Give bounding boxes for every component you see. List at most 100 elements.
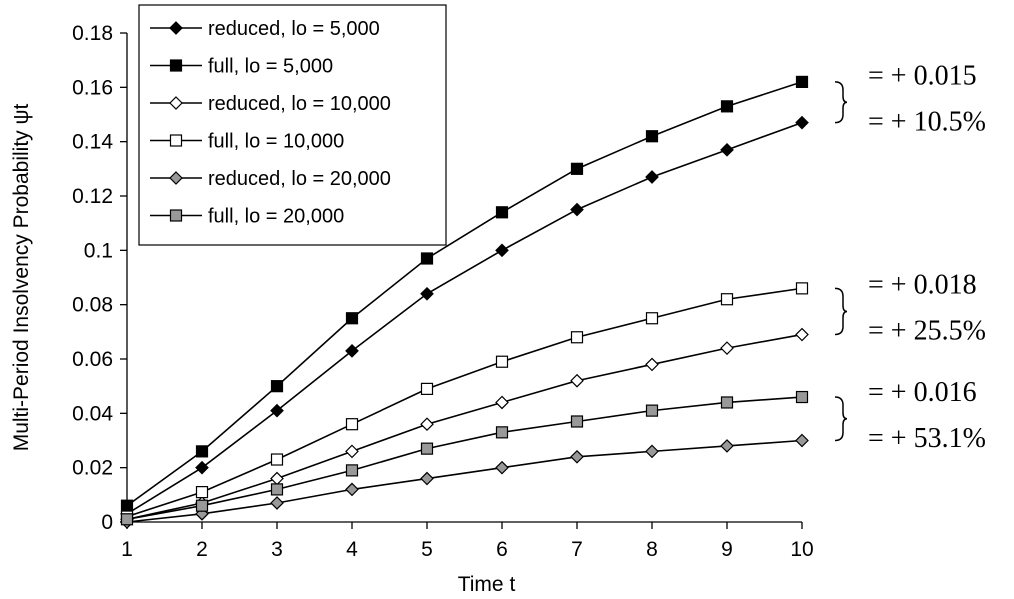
data-point [720,439,734,453]
data-point [495,355,509,368]
legend-marker [169,171,183,185]
data-point [270,380,284,393]
y-axis-label: Multi-Period Insolvency Probability ψt [10,104,33,452]
brace [834,396,848,442]
x-tick-label: 8 [646,538,658,561]
x-tick-label: 5 [421,538,433,561]
y-tick-label: 0.16 [72,76,113,99]
data-point [495,395,509,410]
legend-label: full, lo = 10,000 [208,131,344,153]
data-point [795,75,809,89]
data-point [345,344,359,358]
x-tick-label: 7 [571,538,583,561]
y-tick-label: 0.08 [72,294,113,317]
legend-box [138,4,447,246]
legend-marker [169,59,183,72]
annotation-text: = + 10.5% [868,106,986,137]
y-tick-label: 0.06 [72,348,113,371]
brace [834,81,848,124]
data-point [345,482,359,497]
data-point [570,415,584,428]
data-point [570,162,584,175]
data-point [345,418,359,431]
y-tick-label: 0.04 [72,402,113,425]
x-tick-label: 9 [721,538,733,561]
data-point [570,373,584,388]
data-point [270,483,284,496]
legend-label: full, lo = 20,000 [208,206,344,228]
series-3 [120,327,809,527]
data-point [195,499,209,512]
data-point [420,252,434,265]
y-tick-label: 0 [101,511,113,534]
legend-marker [169,96,183,110]
y-tick-label: 0.02 [72,457,113,480]
data-point [345,444,359,459]
data-point [420,471,434,486]
data-point [795,390,809,404]
annotation-2: = + 0.018 = + 25.5% [834,269,986,346]
series-line [126,81,803,507]
data-point [120,513,134,526]
legend-label: reduced, lo = 10,000 [208,93,391,115]
series-2 [120,75,809,512]
x-tick-label: 10 [790,538,813,561]
series-line [126,287,803,518]
series-line [126,333,803,521]
data-point [195,460,209,475]
data-point [795,433,809,448]
data-point [495,206,509,219]
annotation-1: = + 0.015 = + 10.5% [834,60,986,137]
legend-label: full, lo = 5,000 [208,56,333,78]
legend-label: reduced, lo = 20,000 [208,168,391,190]
series-4 [120,282,809,523]
series-line [126,396,803,521]
data-point [645,170,659,184]
series-5 [120,433,809,529]
data-point [345,312,359,325]
legend-marker [169,134,183,147]
data-point [645,357,659,372]
data-point [195,445,209,458]
annotation-3: = + 0.016 = + 53.1% [834,377,986,454]
annotations: = + 0.015= + 10.5%= + 0.018= + 25.5%= + … [834,60,986,454]
x-tick-label: 4 [346,538,358,561]
data-point [645,312,659,325]
legend: reduced, lo = 5,000 full, lo = 5,000 reduc… [138,4,447,246]
y-tick-label: 0.18 [72,22,113,45]
x-axis-label: Time t [458,573,516,596]
data-point [420,417,434,432]
data-point [120,499,134,512]
data-point [570,331,584,344]
data-point [720,396,734,409]
annotation-text: = + 25.5% [868,315,986,346]
data-point [720,100,734,113]
data-point [270,496,284,510]
legend-marker [169,21,183,35]
data-point [270,403,284,418]
data-point [795,327,809,342]
data-point [720,341,734,355]
data-point [270,471,284,486]
data-point [720,142,734,157]
annotation-text: = + 53.1% [868,423,986,454]
annotation-text: = + 0.018 [868,269,977,300]
data-point [270,453,284,466]
series-6 [120,390,809,526]
y-tick-label: 0.1 [84,239,113,262]
x-tick-label: 3 [271,538,283,561]
legend-marker [169,209,183,222]
data-point [495,460,509,475]
data-point [645,130,659,143]
y-tick-label: 0.14 [72,131,113,154]
data-point [195,486,209,499]
series-line [126,439,803,523]
axes: 0 0.02 0.04 0.06 0.08 0.1 0.12 0.14 0.16 0.18 1 2 3 4… [72,22,814,561]
data-point [420,442,434,455]
data-point [795,115,809,130]
x-tick-label: 2 [196,538,208,561]
data-point [720,293,734,306]
data-point [645,444,659,459]
legend-label: reduced, lo = 5,000 [208,18,380,40]
